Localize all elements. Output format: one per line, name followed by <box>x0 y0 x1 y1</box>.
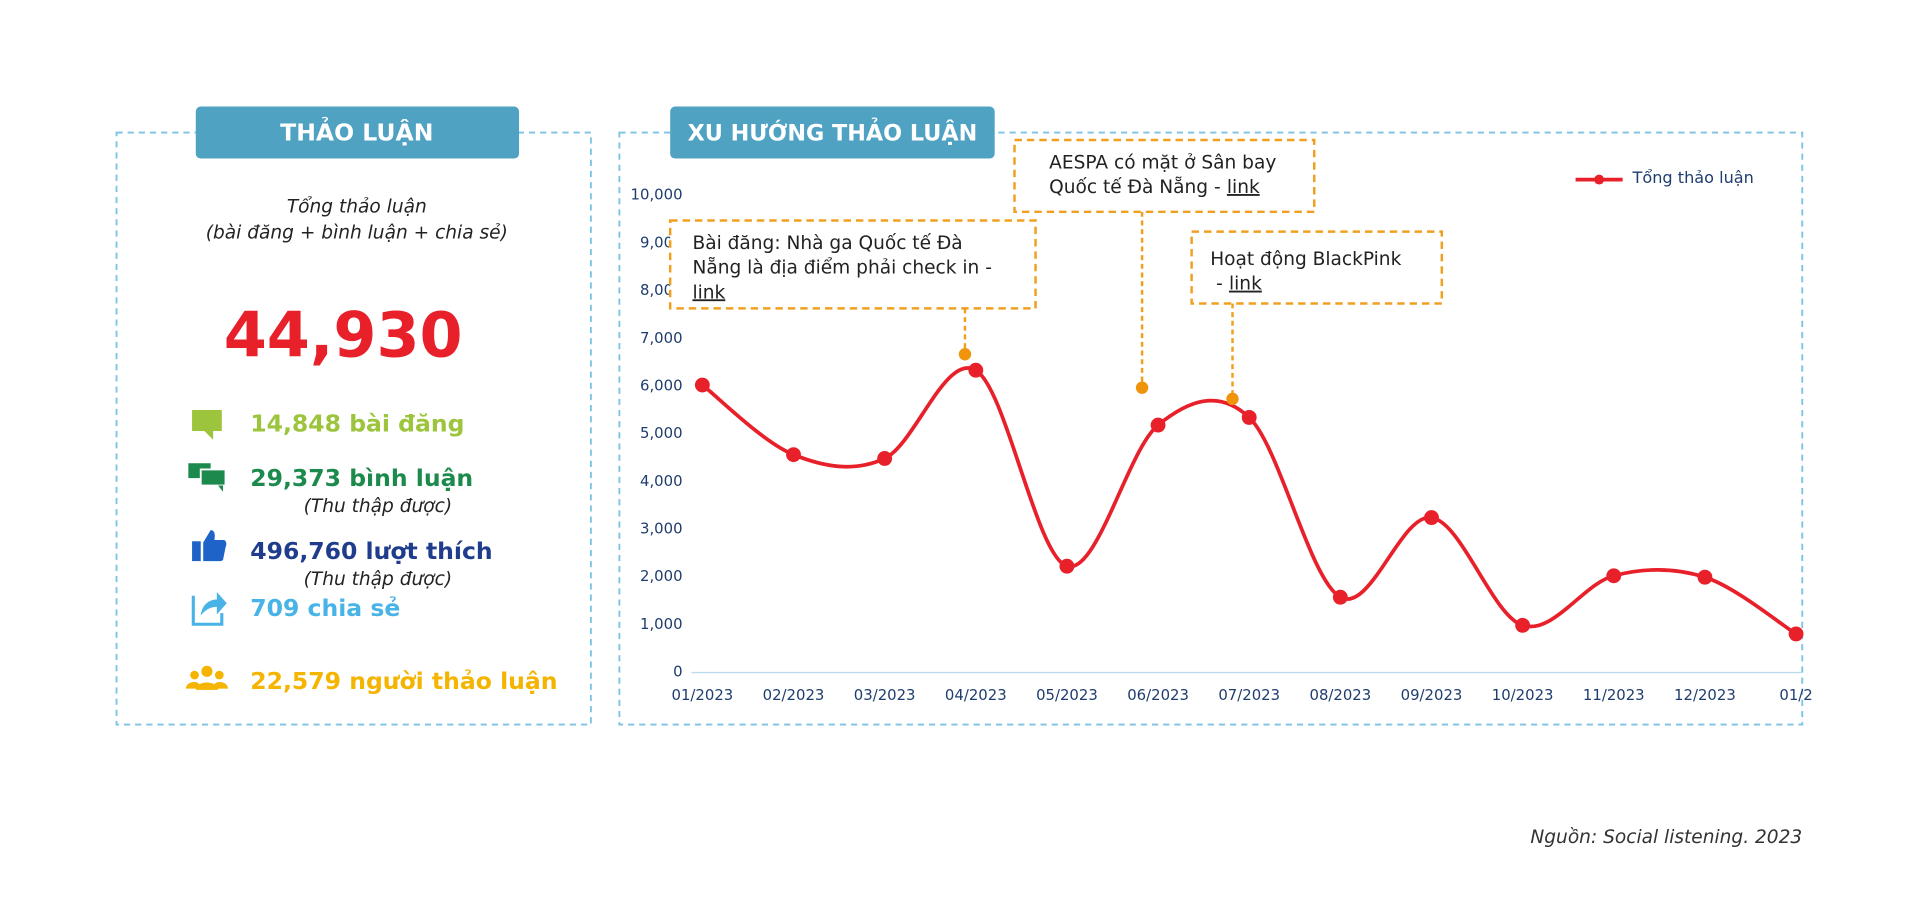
annotation-line: AESPA có mặt ở Sân bay <box>1049 152 1276 173</box>
x-tick-label: 06/2023 <box>1127 686 1189 704</box>
annotation-dot <box>1226 392 1239 406</box>
x-tick-label: 10/2023 <box>1492 686 1554 704</box>
point <box>1332 589 1348 605</box>
chart-title: XU HƯỚNG THẢO LUẬN <box>688 116 978 146</box>
source: Nguồn: Social listening. 2023 <box>1530 826 1802 848</box>
summary-item: 496,760 lượt thích <box>250 537 492 565</box>
point <box>1788 626 1804 642</box>
legend-marker <box>1594 174 1605 185</box>
annotation-link[interactable]: link <box>1229 273 1262 294</box>
y-tick-label: 7,000 <box>640 329 683 347</box>
annotation-link[interactable]: link <box>692 282 725 303</box>
point <box>1059 558 1075 574</box>
x-tick-label: 02/2023 <box>763 686 825 704</box>
x-tick-label: 04/2023 <box>945 686 1007 704</box>
like-icon <box>192 530 227 562</box>
x-tick-label: 08/2023 <box>1309 686 1371 704</box>
x-tick-label: 03/2023 <box>854 686 916 704</box>
annotation-box <box>668 219 1037 310</box>
point <box>1424 510 1439 526</box>
point <box>877 451 893 466</box>
annotation-dot <box>958 348 972 361</box>
summary-item: 22,579 người thảo luận <box>250 667 557 695</box>
summary-subtitle: Tổng thảo luận <box>287 195 427 217</box>
point <box>968 362 984 378</box>
x-tick-label: 09/2023 <box>1401 686 1463 704</box>
annotation-line: Hoạt động BlackPink <box>1210 248 1401 269</box>
annotation-box <box>1190 230 1444 305</box>
x-tick-label: 05/2023 <box>1036 686 1098 704</box>
point <box>694 377 710 393</box>
chart-panel <box>618 131 1804 726</box>
point <box>786 447 801 463</box>
x-tick-label: 11/2023 <box>1583 686 1645 704</box>
comment-icon <box>188 463 227 492</box>
chart-tab <box>670 106 995 159</box>
y-tick-label: 4,000 <box>640 472 683 490</box>
share-icon <box>191 592 227 626</box>
point <box>1515 617 1531 633</box>
x-tick-label: 01/2023 <box>672 686 734 704</box>
x-tick-label: 12/2023 <box>1674 686 1736 704</box>
annotation-text: AESPA có mặt ở Sân bay Quốc tế Đà Nẵng - l… <box>1049 152 1276 198</box>
summary-tab <box>195 106 520 159</box>
annotation-line: Nẵng là địa điểm phải check in - <box>692 255 991 278</box>
legend-label: Tổng thảo luận <box>1632 168 1754 187</box>
annotation-line: - <box>1210 273 1223 294</box>
annotation-text: Bài đăng: Nhà ga Quốc tế Đà Nẵng là địa đ… <box>692 231 991 303</box>
annotation-text: Hoạt động BlackPink - link <box>1210 248 1401 294</box>
summary-note: (Thu thập được) <box>304 569 452 590</box>
annotation-box <box>1013 138 1316 214</box>
x-tick-label: 01/2 <box>1779 686 1812 704</box>
y-tick-label: 5,000 <box>640 424 683 442</box>
annotation-line: Quốc tế Đà Nẵng - <box>1049 175 1221 198</box>
y-tick-label: 6,000 <box>640 376 683 394</box>
summary-note: (Thu thập được) <box>304 496 452 517</box>
point <box>1697 569 1713 585</box>
annotation-dot <box>1135 381 1149 394</box>
point <box>1606 568 1622 584</box>
y-tick-label: 2,000 <box>640 567 683 585</box>
summary-total: 44,930 <box>224 299 463 371</box>
y-tick-label: 10,000 <box>631 186 683 204</box>
point <box>1241 410 1257 425</box>
annotation-link[interactable]: link <box>1227 177 1260 198</box>
annotation-line: Bài đăng: Nhà ga Quốc tế Đà <box>692 231 962 253</box>
x-tick-label: 07/2023 <box>1218 686 1280 704</box>
y-tick-label: 1,000 <box>640 615 683 633</box>
summary-item: 14,848 bài đăng <box>250 409 464 437</box>
y-tick-label: 0 <box>673 663 682 681</box>
summary-item: 29,373 bình luận <box>250 464 473 492</box>
summary-item: 709 chia sẻ <box>250 594 400 622</box>
point <box>1150 417 1166 433</box>
summary-title: THẢO LUẬN <box>280 116 433 146</box>
summary-subtitle: (bài đăng + bình luận + chia sẻ) <box>206 222 508 243</box>
y-tick-label: 3,000 <box>640 520 683 538</box>
people-icon <box>185 665 228 690</box>
